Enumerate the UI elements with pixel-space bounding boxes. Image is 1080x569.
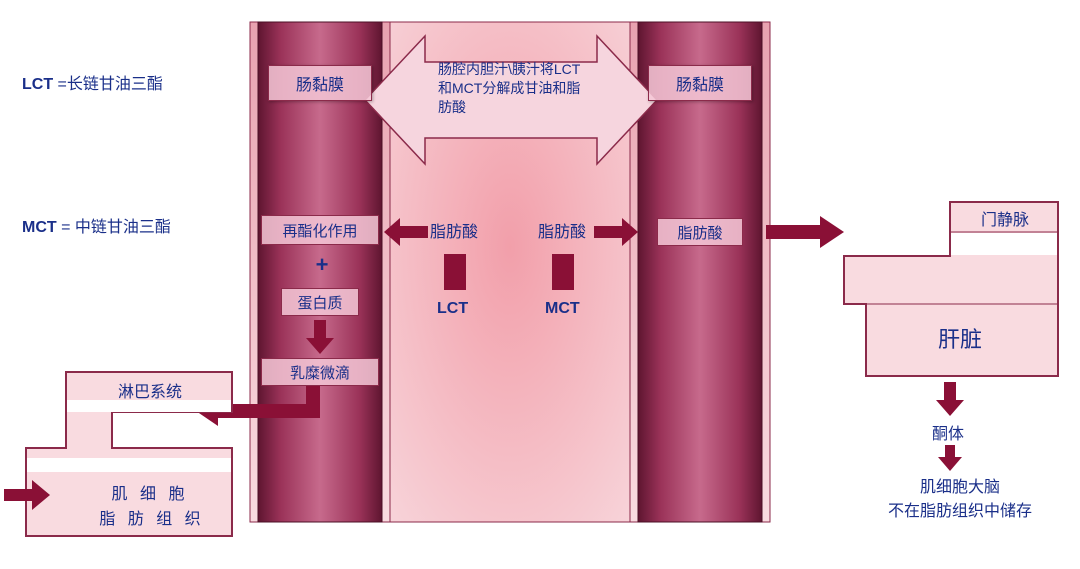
muscle-label: 肌 细 胞 [80,480,220,504]
center-fa-left: 脂肪酸 [430,218,478,242]
left-mucosa-box: 肠黏膜 [268,65,372,101]
center-mct: MCT [545,300,580,318]
legend-lct-eq: =长链甘油三酯 [53,76,163,93]
center-fa-right: 脂肪酸 [538,218,586,242]
top-arrow-line1: 肠腔内胆汁\胰汁将LCT [438,60,598,79]
left-mucosa-label: 肠黏膜 [296,71,344,95]
right-mucosa-box: 肠黏膜 [648,65,752,101]
ketone-label: 酮体 [918,420,978,444]
right-fa-box: 脂肪酸 [657,218,743,246]
reester-box: 再酯化作用 [261,215,379,245]
right-fa-label: 脂肪酸 [677,222,722,243]
reester-label: 再酯化作用 [282,220,357,241]
plus-sign: + [312,252,332,278]
right-bottom-text: 肌细胞大脑 不在脂肪组织中储存 [850,476,1070,524]
legend-lct: LCT =长链甘油三酯 [22,70,163,94]
arrow-to-left-col [384,218,428,246]
arrow-rightcol-to-portal [766,216,844,248]
lymph-label: 淋巴系统 [90,378,210,402]
portal-label: 门静脉 [960,206,1050,230]
legend-mct: MCT = 中链甘油三酯 [22,213,171,237]
chylo-box: 乳糜微滴 [261,358,379,386]
arrow-protein-down [306,320,334,356]
top-arrow-text: 肠腔内胆汁\胰汁将LCT 和MCT分解成甘油和脂 肪酸 [438,60,598,117]
liver-label: 肝脏 [900,322,1020,354]
legend-lct-key: LCT [22,76,53,93]
right-bottom-line1: 肌细胞大脑 [850,476,1070,500]
center-bar-left [444,254,466,290]
center-lct: LCT [437,300,468,318]
right-mucosa-label: 肠黏膜 [676,71,724,95]
center-bar-right [552,254,574,290]
protein-box: 蛋白质 [281,288,359,316]
top-arrow-line3: 肪酸 [438,98,598,117]
top-arrow-line2: 和MCT分解成甘油和脂 [438,79,598,98]
legend-mct-eq: = 中链甘油三酯 [57,219,171,236]
diagram-root: LCT =长链甘油三酯 MCT = 中链甘油三酯 肠腔内胆汁\胰汁将LCT 和M… [0,0,1080,569]
arrow-liver-down [936,382,964,418]
chylo-label: 乳糜微滴 [290,362,350,383]
arrow-ketone-down [938,445,962,473]
legend-mct-key: MCT [22,219,57,236]
adipose-label: 脂 肪 组 织 [72,505,232,529]
right-bottom-line2: 不在脂肪组织中储存 [850,500,1070,524]
protein-label: 蛋白质 [297,292,342,313]
arrow-to-right-col [594,218,638,246]
arrow-into-muscle [4,480,50,510]
